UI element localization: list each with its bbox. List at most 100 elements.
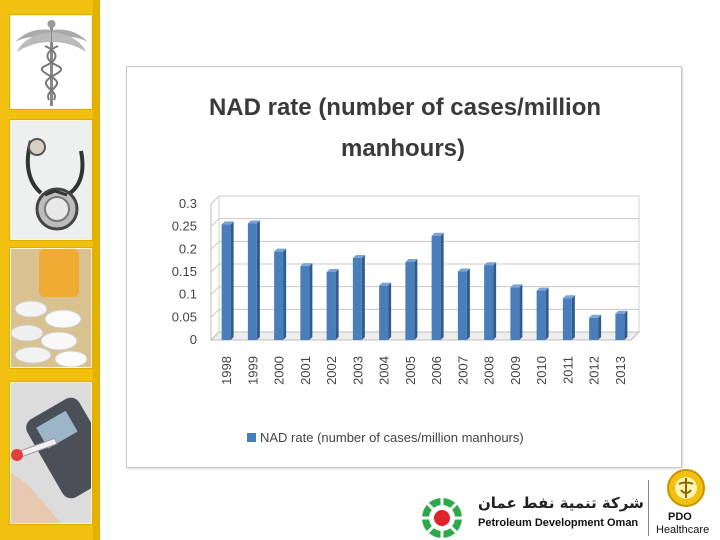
bar-top	[221, 221, 234, 225]
y-tick-label: 0.05	[172, 309, 197, 324]
bar-front	[221, 224, 231, 340]
nad-rate-chart: NAD rate (number of cases/million manhou…	[172, 94, 641, 445]
y-tick-label: 0.2	[179, 241, 197, 256]
bar-top	[431, 232, 444, 236]
bar-side	[624, 310, 628, 340]
x-tick-label: 2013	[613, 356, 628, 385]
x-tick-label: 2001	[298, 356, 313, 385]
bar-top	[484, 262, 497, 266]
bar-top	[405, 259, 418, 263]
bar-front	[431, 235, 441, 340]
pdo-healthcare-emblem-icon	[667, 469, 705, 507]
bar-front	[352, 257, 362, 340]
bar-2008	[484, 262, 497, 340]
bar-2011	[562, 295, 575, 340]
pdo-wheel-logo-icon	[422, 498, 462, 538]
y-tick-label: 0	[190, 332, 197, 347]
caduceus-image	[10, 15, 92, 109]
bar-top	[510, 284, 523, 288]
x-tick-label: 1999	[245, 356, 260, 385]
bar-side	[388, 282, 392, 340]
bar-front	[274, 251, 284, 340]
bar-2002	[326, 269, 339, 340]
left-sidebar	[0, 0, 100, 540]
stethoscope-image	[10, 120, 92, 240]
company-branding: شركة تنمية نفط عمان Petroleum Developmen…	[420, 466, 720, 540]
gridline	[210, 195, 639, 205]
x-tick-label: 2008	[482, 356, 497, 385]
bar-top	[457, 268, 470, 272]
bar-2009	[510, 284, 523, 340]
bar-2012	[589, 314, 602, 340]
bar-2013	[615, 310, 628, 340]
bar-front	[536, 290, 546, 340]
x-tick-label: 2012	[587, 356, 602, 385]
gridline	[210, 308, 639, 318]
x-tick-label: 2009	[508, 356, 523, 385]
bar-front	[562, 298, 572, 340]
bar-top	[326, 269, 339, 272]
bar-front	[300, 266, 310, 340]
x-tick-label: 1998	[219, 356, 234, 385]
bar-top	[589, 314, 602, 318]
pdo-short-name: PDO	[668, 511, 692, 523]
bar-top	[247, 220, 260, 224]
chart-title-line-2: manhours)	[341, 135, 465, 162]
bar-2007	[457, 268, 470, 340]
bar-side	[309, 263, 313, 340]
company-name: Petroleum Development Oman	[478, 517, 639, 529]
bar-2003	[352, 254, 365, 340]
x-tick-label: 2003	[350, 356, 365, 385]
logo-divider	[648, 480, 649, 536]
bar-side	[493, 262, 497, 340]
bar-side	[283, 248, 287, 340]
y-tick-label: 0.25	[172, 219, 197, 234]
bar-front	[457, 271, 467, 340]
gridline	[210, 286, 639, 296]
bar-front	[615, 313, 625, 340]
bar-side	[414, 259, 418, 340]
bar-2004	[379, 282, 392, 340]
x-tick-label: 2006	[429, 356, 444, 385]
bar-side	[256, 220, 260, 340]
bar-top	[379, 282, 392, 286]
division-name: Healthcare	[656, 524, 710, 536]
bar-front	[405, 262, 415, 340]
bar-top	[615, 310, 628, 314]
bar-front	[589, 317, 599, 340]
gridline	[210, 218, 639, 228]
bar-side	[335, 269, 339, 340]
x-tick-label: 2005	[403, 356, 418, 385]
bar-side	[519, 284, 523, 340]
x-tick-label: 2011	[560, 356, 575, 384]
bar-1999	[247, 220, 260, 340]
pills-image	[10, 248, 92, 368]
x-tick-label: 2004	[377, 356, 392, 385]
bar-side	[230, 221, 234, 340]
y-tick-label: 0.3	[179, 196, 197, 211]
x-tick-label: 2000	[272, 356, 287, 385]
x-tick-label: 2007	[455, 356, 470, 385]
legend-label: NAD rate (number of cases/million manhou…	[260, 430, 524, 445]
gridline	[210, 263, 639, 273]
bar-side	[361, 254, 365, 340]
bar-top	[352, 254, 365, 258]
bar-side	[466, 268, 470, 340]
bar-2000	[274, 248, 287, 340]
y-tick-label: 0.1	[179, 287, 197, 302]
bar-front	[510, 287, 520, 340]
bar-side	[440, 232, 444, 340]
bar-2005	[405, 259, 418, 340]
bar-front	[484, 265, 494, 340]
bar-2010	[536, 287, 549, 340]
bar-front	[379, 285, 389, 340]
y-tick-label: 0.15	[172, 264, 197, 279]
bar-top	[300, 263, 313, 267]
bar-top	[562, 295, 575, 299]
x-tick-label: 2002	[324, 356, 339, 385]
arabic-company-name: شركة تنمية نفط عمان	[478, 494, 644, 512]
chart-panel: NAD rate (number of cases/million manhou…	[126, 66, 682, 468]
bar-2001	[300, 263, 313, 340]
bar-top	[536, 287, 549, 291]
bar-front	[326, 272, 336, 340]
